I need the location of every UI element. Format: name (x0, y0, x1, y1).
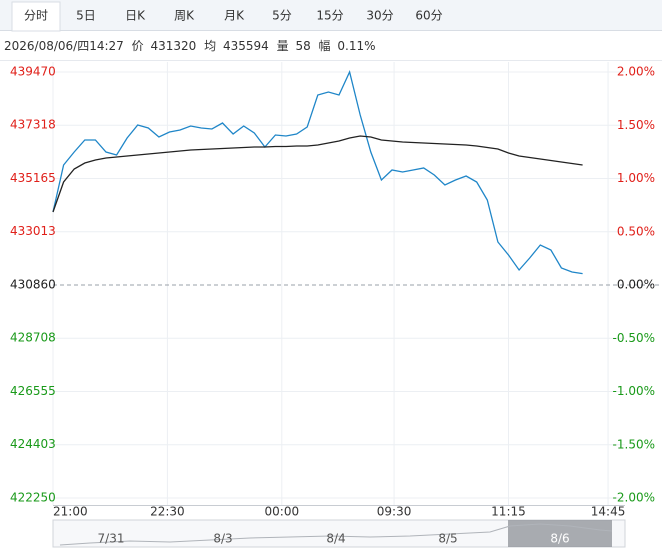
x-tick-label: 00:00 (265, 505, 300, 519)
y-tick-label: 422250 (10, 491, 56, 505)
navigator-label: 8/5 (438, 532, 457, 546)
y-tick-label: 428708 (10, 331, 56, 345)
tab[interactable]: 5分 (272, 9, 292, 23)
tab[interactable]: 周K (174, 9, 195, 23)
navigator-label: 8/3 (213, 532, 232, 546)
tab[interactable]: 月K (224, 9, 245, 23)
y-tick-label: 437318 (10, 118, 56, 132)
info-value: 58 (295, 39, 310, 53)
series-line (52, 70, 583, 275)
tab[interactable]: 60分 (415, 9, 442, 23)
y2-tick-label: 1.00% (617, 171, 655, 185)
info-label: 均 (204, 39, 216, 53)
y-tick-label: 430860 (10, 278, 56, 292)
tab[interactable]: 15分 (316, 9, 343, 23)
y2-tick-label: -2.00% (613, 491, 655, 505)
info-value: 431320 (150, 39, 196, 53)
navigator-line (59, 523, 613, 546)
x-tick-label: 09:30 (377, 505, 412, 519)
info-label: 幅 (319, 38, 331, 53)
y-tick-label: 433013 (10, 224, 56, 238)
navigator-label: 7/31 (98, 532, 125, 546)
y2-tick-label: 0.00% (617, 278, 655, 292)
tab[interactable]: 分时 (24, 9, 48, 23)
y2-tick-label: 0.50% (617, 224, 655, 238)
series-line (52, 135, 583, 213)
y-tick-label: 435165 (10, 171, 56, 185)
info-value: 0.11% (337, 39, 375, 53)
y-tick-label: 439470 (10, 65, 56, 79)
x-tick-label: 14:45 (591, 505, 626, 519)
tab-bar (0, 0, 662, 30)
tab[interactable]: 日K (125, 9, 146, 23)
x-tick-label: 21:00 (53, 505, 88, 519)
info-line: 2026/08/06/四14:27 价 431320 均 435594 量 58… (4, 38, 376, 53)
info-label: 价 (132, 39, 144, 53)
y-tick-label: 426555 (10, 384, 56, 398)
info-datetime: 2026/08/06/四14:27 (4, 39, 124, 53)
x-tick-label: 22:30 (150, 505, 185, 519)
tab[interactable]: 30分 (366, 9, 393, 23)
y-tick-label: 424403 (10, 437, 56, 451)
info-label: 量 (277, 39, 289, 53)
info-value: 435594 (223, 39, 269, 53)
y2-tick-label: 1.50% (617, 118, 655, 132)
active-tab (11, 1, 61, 32)
y2-tick-label: 2.00% (617, 65, 655, 79)
tab[interactable]: 5日 (76, 9, 96, 23)
navigator-label: 8/4 (326, 532, 345, 546)
x-tick-label: 11:15 (491, 505, 526, 519)
y2-tick-label: -0.50% (613, 331, 655, 345)
y2-tick-label: -1.00% (613, 384, 655, 398)
y2-tick-label: -1.50% (613, 437, 655, 451)
navigator-label: 8/6 (550, 532, 569, 546)
